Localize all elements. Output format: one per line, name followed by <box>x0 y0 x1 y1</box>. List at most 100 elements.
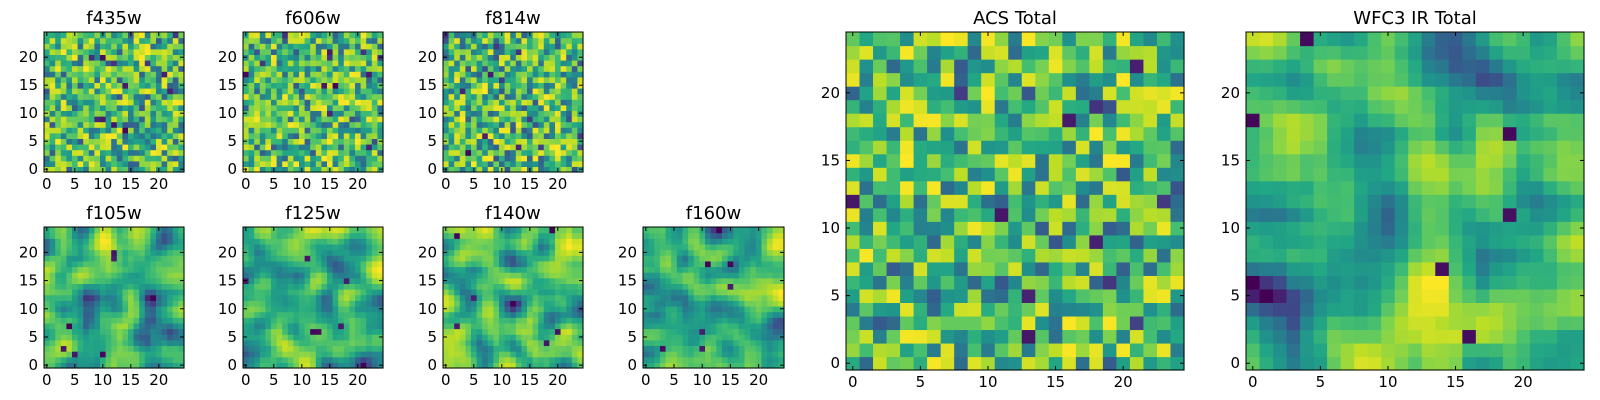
heatmap-cell <box>349 43 356 50</box>
heatmap-cell <box>693 356 700 363</box>
heatmap-cell <box>338 88 345 95</box>
heatmap-cell <box>1143 342 1158 358</box>
heatmap-cell <box>549 260 556 268</box>
heatmap-cell <box>954 275 969 290</box>
heatmap-cell <box>72 334 79 341</box>
heatmap-cell <box>321 82 328 89</box>
heatmap-cell <box>55 362 62 369</box>
heatmap-cell <box>111 289 118 296</box>
heatmap-cell <box>88 149 95 156</box>
heatmap-cell <box>355 127 362 134</box>
heatmap-cell <box>116 149 123 156</box>
heatmap-cell <box>487 99 494 106</box>
heatmap-cell <box>671 277 678 284</box>
heatmap-cell <box>515 43 522 50</box>
heatmap-cell <box>465 116 472 123</box>
heatmap-cell <box>543 334 550 341</box>
heatmap-cell <box>560 54 567 61</box>
heatmap-cell <box>693 289 700 296</box>
heatmap-cell <box>733 339 740 347</box>
heatmap-cell <box>543 305 550 313</box>
heatmap-cell <box>282 351 289 358</box>
heatmap-cell <box>465 82 472 89</box>
heatmap-cell <box>343 266 350 273</box>
heatmap-cell <box>161 356 168 363</box>
heatmap-cell <box>693 272 700 279</box>
heatmap-cell <box>515 60 522 67</box>
heatmap-cell <box>139 88 146 95</box>
heatmap-cell <box>282 99 289 106</box>
heatmap-cell <box>254 116 261 123</box>
heatmap-cell <box>116 283 123 290</box>
heatmap-cell <box>338 351 345 358</box>
heatmap-cell <box>710 311 717 318</box>
heatmap-cell <box>716 260 723 268</box>
heatmap-cell <box>287 104 294 111</box>
y-tick-label: 0 <box>227 160 237 178</box>
heatmap-cell <box>693 317 700 324</box>
heatmap-cell <box>654 339 661 347</box>
heatmap-cell <box>248 255 255 262</box>
heatmap-cell <box>873 194 888 209</box>
heatmap-cell <box>49 155 56 162</box>
heatmap-cell <box>538 283 545 290</box>
heatmap-cell <box>454 266 461 273</box>
heatmap-cell <box>482 71 489 78</box>
heatmap-cell <box>360 144 367 151</box>
heatmap-cell <box>332 249 339 256</box>
heatmap-cell <box>750 289 757 296</box>
heatmap-cell <box>487 249 494 256</box>
heatmap-cell <box>338 32 345 39</box>
heatmap-cell <box>560 238 567 245</box>
heatmap-cell <box>900 315 915 331</box>
heatmap-cell <box>750 266 757 273</box>
heatmap-cell <box>259 144 266 151</box>
heatmap-cell <box>1089 207 1104 222</box>
heatmap-cell <box>77 345 84 352</box>
heatmap-cell <box>1089 248 1104 263</box>
heatmap-cell <box>271 149 278 156</box>
heatmap-cell <box>265 339 272 347</box>
heatmap-cell <box>846 153 861 168</box>
heatmap-cell <box>377 328 384 335</box>
heatmap-cell <box>981 194 996 209</box>
heatmap-cell <box>459 322 466 330</box>
heatmap-cell <box>259 166 266 173</box>
heatmap-cell <box>454 43 461 50</box>
heatmap-cell <box>744 317 751 324</box>
heatmap-cell <box>116 277 123 284</box>
heatmap-cell <box>94 277 101 284</box>
heatmap-cell <box>366 277 373 284</box>
heatmap-cell <box>886 288 901 303</box>
heatmap-cell <box>566 238 573 245</box>
heatmap-cell <box>886 302 901 317</box>
heatmap-cell <box>349 243 356 251</box>
heatmap-cell <box>150 93 157 100</box>
heatmap-cell <box>172 88 179 95</box>
heatmap-cell <box>459 351 466 358</box>
heatmap-cell <box>705 232 712 239</box>
heatmap-cell <box>778 238 785 245</box>
heatmap-cell <box>299 54 306 61</box>
heatmap-cell <box>72 260 79 268</box>
heatmap-cell <box>693 260 700 268</box>
heatmap-cell <box>699 243 706 251</box>
heatmap-cell <box>538 60 545 67</box>
heatmap-cell <box>139 116 146 123</box>
heatmap-cell <box>293 149 300 156</box>
heatmap-cell <box>665 351 672 358</box>
heatmap-cell <box>259 60 266 67</box>
heatmap-cell <box>343 362 350 369</box>
heatmap-cell <box>443 238 450 245</box>
heatmap-cell <box>366 121 373 128</box>
heatmap-cell <box>504 37 511 44</box>
heatmap-cell <box>150 339 157 347</box>
heatmap-cell <box>276 110 283 117</box>
heatmap-cell <box>349 160 356 167</box>
heatmap-cell <box>772 328 779 335</box>
heatmap-cell <box>648 311 655 318</box>
heatmap-cell <box>83 227 90 234</box>
heatmap-cells <box>44 227 185 369</box>
heatmap-cell <box>543 155 550 162</box>
heatmap-cell <box>161 300 168 307</box>
